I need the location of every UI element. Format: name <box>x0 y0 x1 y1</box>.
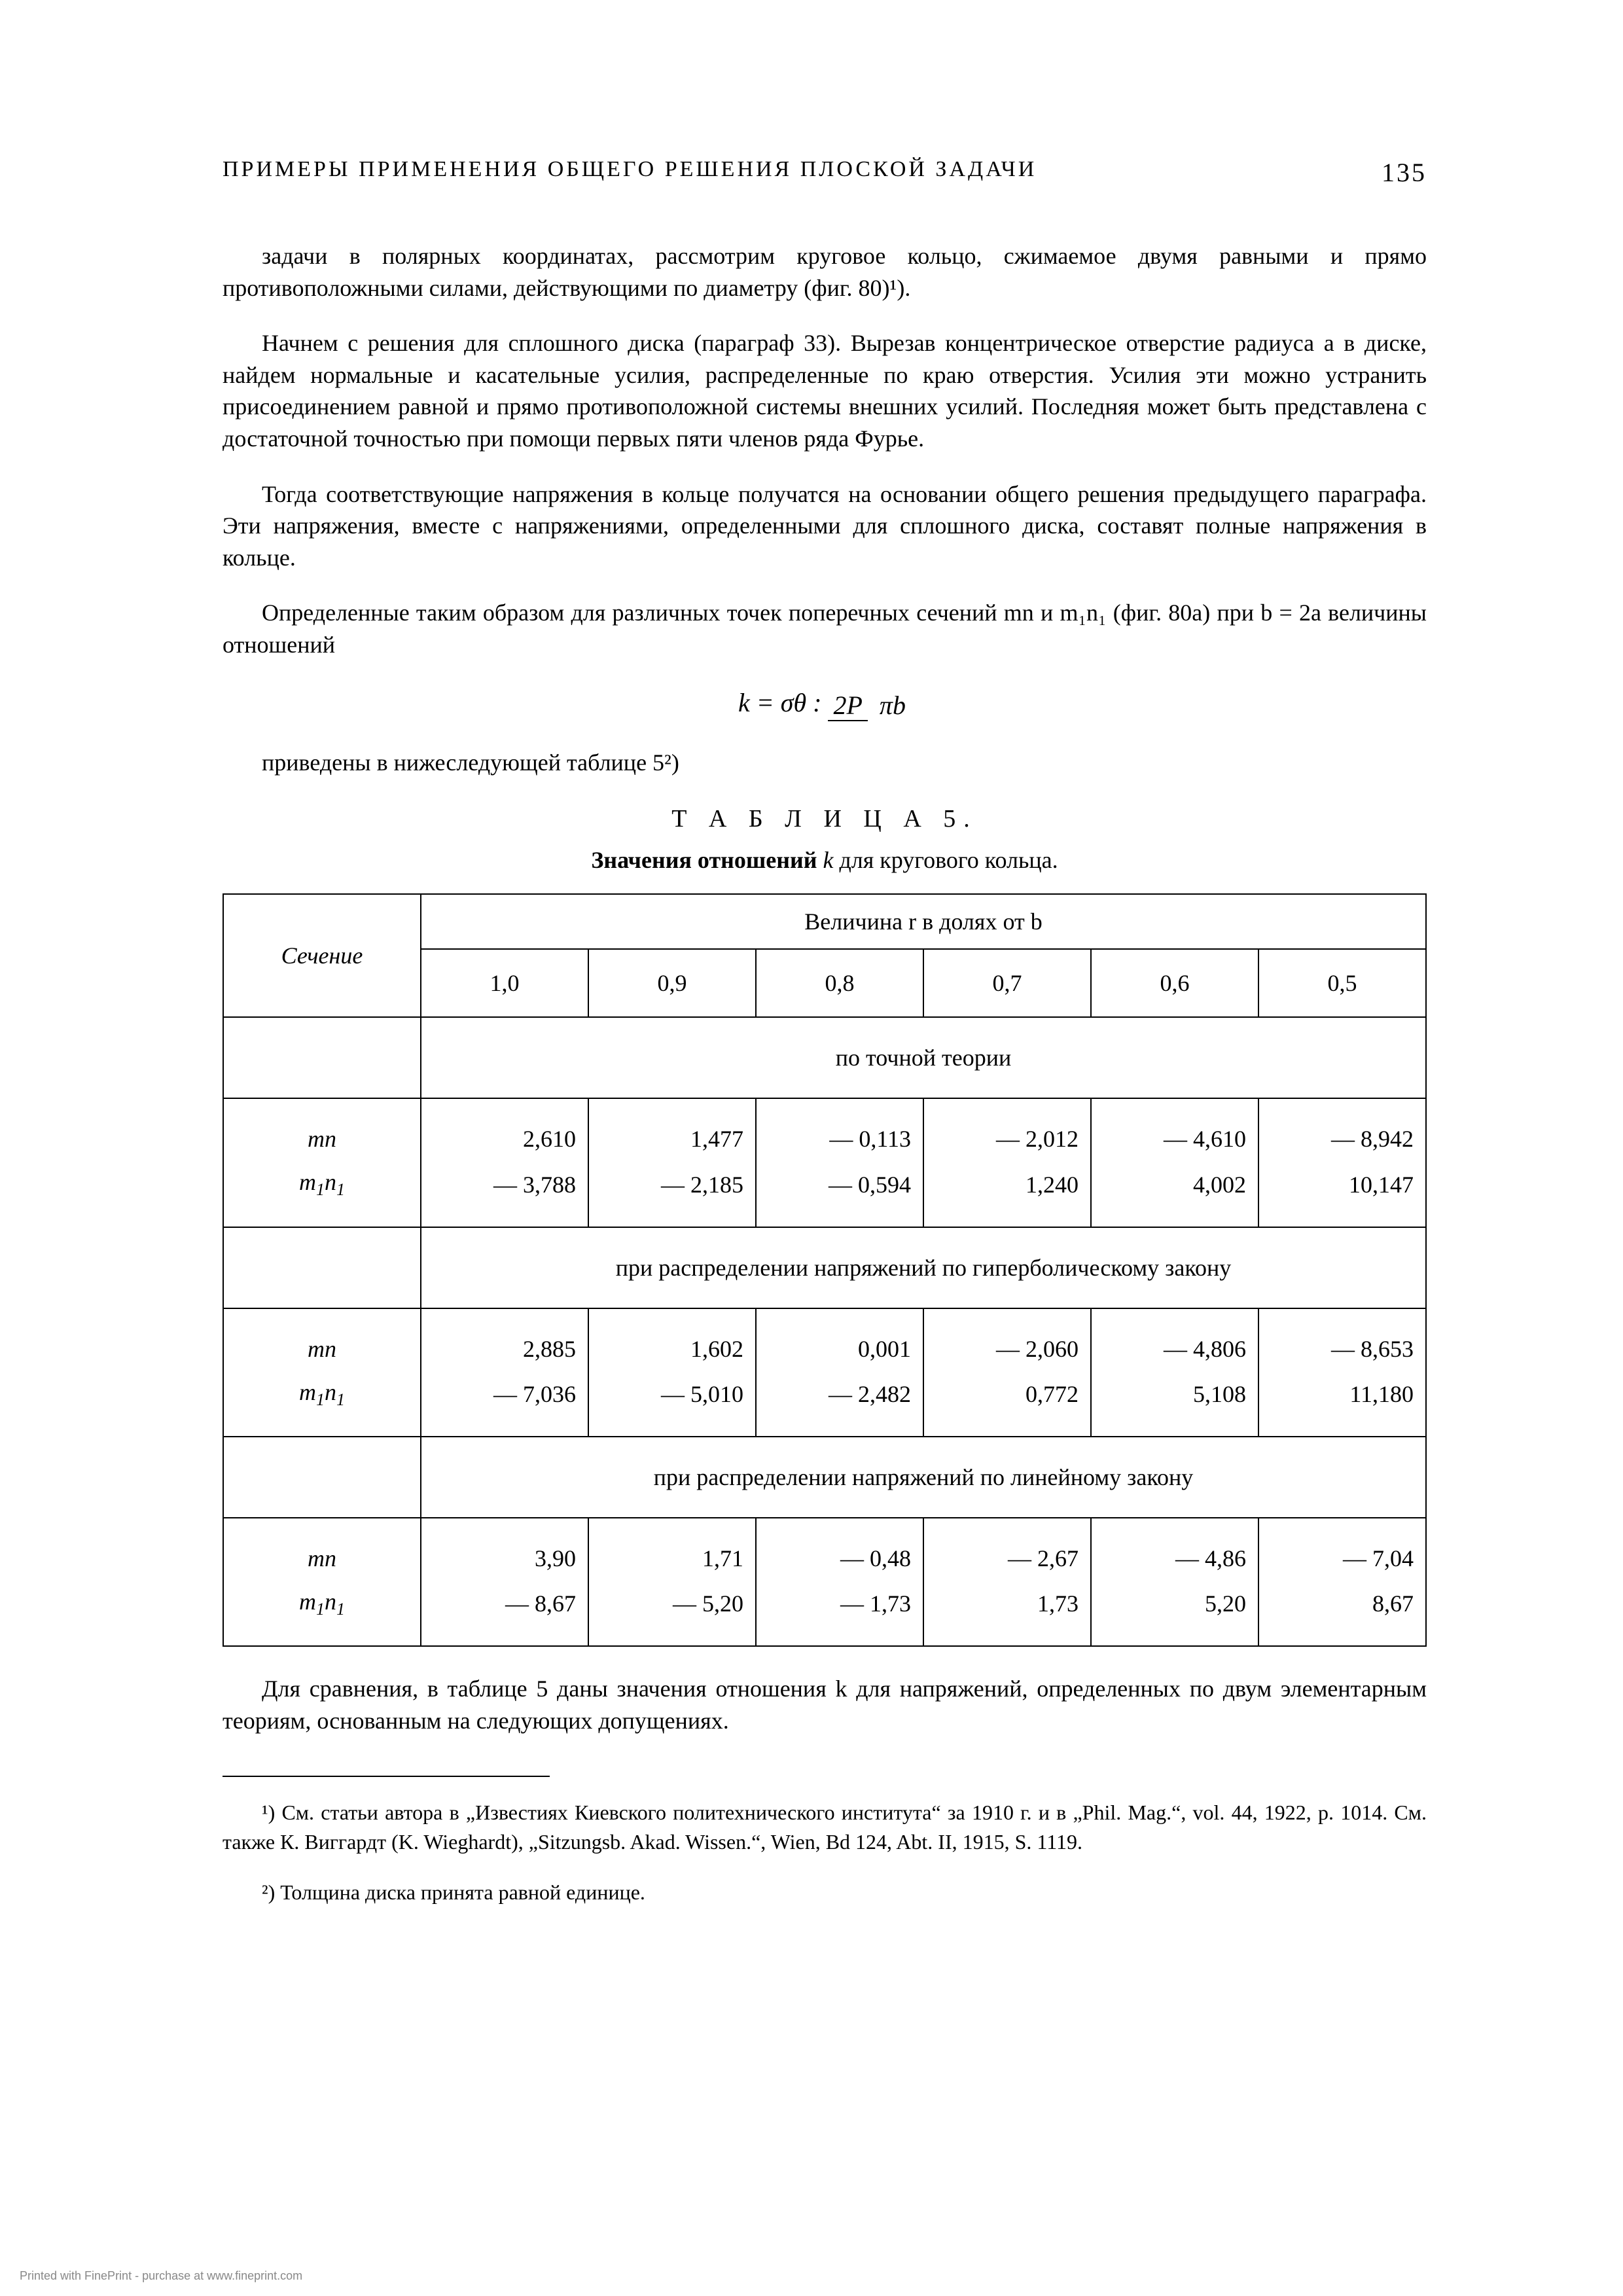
data-cell: — 2,482 <box>756 1371 923 1437</box>
row-label-mn: mn <box>223 1098 421 1160</box>
data-cell: — 4,806 <box>1091 1308 1258 1371</box>
data-cell: 2,885 <box>421 1308 588 1371</box>
row-label-mn: mn <box>223 1518 421 1580</box>
paragraph-1: задачи в полярных координатах, рассмотри… <box>223 240 1427 304</box>
footnote-1: ¹) См. статьи автора в „Известиях Киевск… <box>223 1798 1427 1857</box>
data-cell: — 7,04 <box>1258 1518 1426 1580</box>
data-cell: 0,001 <box>756 1308 923 1371</box>
data-cell: — 3,788 <box>421 1160 588 1227</box>
paragraph-3: Тогда соответствующие напряжения в кольц… <box>223 478 1427 574</box>
data-cell: — 2,185 <box>588 1160 756 1227</box>
section-header: Сечение <box>223 894 421 1017</box>
data-cell: 8,67 <box>1258 1580 1426 1646</box>
data-cell: 0,772 <box>923 1371 1091 1437</box>
theory-header-linear: при распределении напряжений по линейном… <box>421 1437 1426 1518</box>
formula-k: k = σθ : 2P πb <box>223 687 1427 721</box>
data-cell: 10,147 <box>1258 1160 1426 1227</box>
col-header: 0,9 <box>588 949 756 1017</box>
col-header: 0,6 <box>1091 949 1258 1017</box>
theory-header-hyperbolic: при распределении напряжений по гипербол… <box>421 1227 1426 1308</box>
col-header: 0,5 <box>1258 949 1426 1017</box>
table-subtitle-rest: для кругового кольца. <box>839 847 1058 873</box>
table-title: Т А Б Л И Ц А 5. <box>223 804 1427 833</box>
data-cell: — 8,653 <box>1258 1308 1426 1371</box>
data-cell: — 8,67 <box>421 1580 588 1646</box>
data-cell: — 2,67 <box>923 1518 1091 1580</box>
page-number: 135 <box>1382 157 1427 188</box>
footnote-2: ²) Толщина диска принята равной единице. <box>223 1878 1427 1907</box>
data-cell: 2,610 <box>421 1098 588 1160</box>
footnote-rule <box>223 1776 550 1777</box>
data-cell: 5,20 <box>1091 1580 1258 1646</box>
theory-header-exact: по точной теории <box>421 1017 1426 1098</box>
row-label-m1n1: m1n1 <box>223 1371 421 1437</box>
table-subtitle-k: k <box>823 847 833 873</box>
formula-lhs: k = σθ : <box>738 688 821 717</box>
data-cell: — 7,036 <box>421 1371 588 1437</box>
paragraph-2: Начнем с решения для сплошного диска (па… <box>223 327 1427 454</box>
data-cell: — 0,48 <box>756 1518 923 1580</box>
col-header: 1,0 <box>421 949 588 1017</box>
data-cell: 1,477 <box>588 1098 756 1160</box>
data-table: Сечение Величина r в долях от b 1,0 0,9 … <box>223 893 1427 1647</box>
formula-denominator: πb <box>874 691 911 720</box>
data-cell: — 4,610 <box>1091 1098 1258 1160</box>
data-cell: — 4,86 <box>1091 1518 1258 1580</box>
col-header: 0,7 <box>923 949 1091 1017</box>
data-cell: 1,73 <box>923 1580 1091 1646</box>
data-cell: — 0,113 <box>756 1098 923 1160</box>
data-cell: 3,90 <box>421 1518 588 1580</box>
fine-print-watermark: Printed with FinePrint - purchase at www… <box>20 2269 302 2283</box>
data-cell: 11,180 <box>1258 1371 1426 1437</box>
col-header: 0,8 <box>756 949 923 1017</box>
row-label-m1n1: m1n1 <box>223 1160 421 1227</box>
data-cell: — 1,73 <box>756 1580 923 1646</box>
paragraph-5: приведены в нижеследующей таблице 5²) <box>223 747 1427 779</box>
formula-numerator: 2P <box>828 691 867 721</box>
data-cell: — 8,942 <box>1258 1098 1426 1160</box>
paragraph-6: Для сравнения, в таблице 5 даны значения… <box>223 1673 1427 1736</box>
data-cell: 1,240 <box>923 1160 1091 1227</box>
data-cell: 1,602 <box>588 1308 756 1371</box>
running-head: ПРИМЕРЫ ПРИМЕНЕНИЯ ОБЩЕГО РЕШЕНИЯ ПЛОСКО… <box>223 157 1037 188</box>
paragraph-4: Определенные таким образом для различных… <box>223 597 1427 660</box>
data-cell: — 2,012 <box>923 1098 1091 1160</box>
row-label-m1n1: m1n1 <box>223 1580 421 1646</box>
table-subtitle-bold: Значения отношений <box>591 847 817 873</box>
span-header: Величина r в долях от b <box>421 894 1426 949</box>
row-label-mn: mn <box>223 1308 421 1371</box>
table-subtitle: Значения отношений k для кругового кольц… <box>223 846 1427 874</box>
data-cell: — 0,594 <box>756 1160 923 1227</box>
data-cell: — 5,20 <box>588 1580 756 1646</box>
data-cell: 4,002 <box>1091 1160 1258 1227</box>
data-cell: — 2,060 <box>923 1308 1091 1371</box>
data-cell: 5,108 <box>1091 1371 1258 1437</box>
data-cell: — 5,010 <box>588 1371 756 1437</box>
data-cell: 1,71 <box>588 1518 756 1580</box>
